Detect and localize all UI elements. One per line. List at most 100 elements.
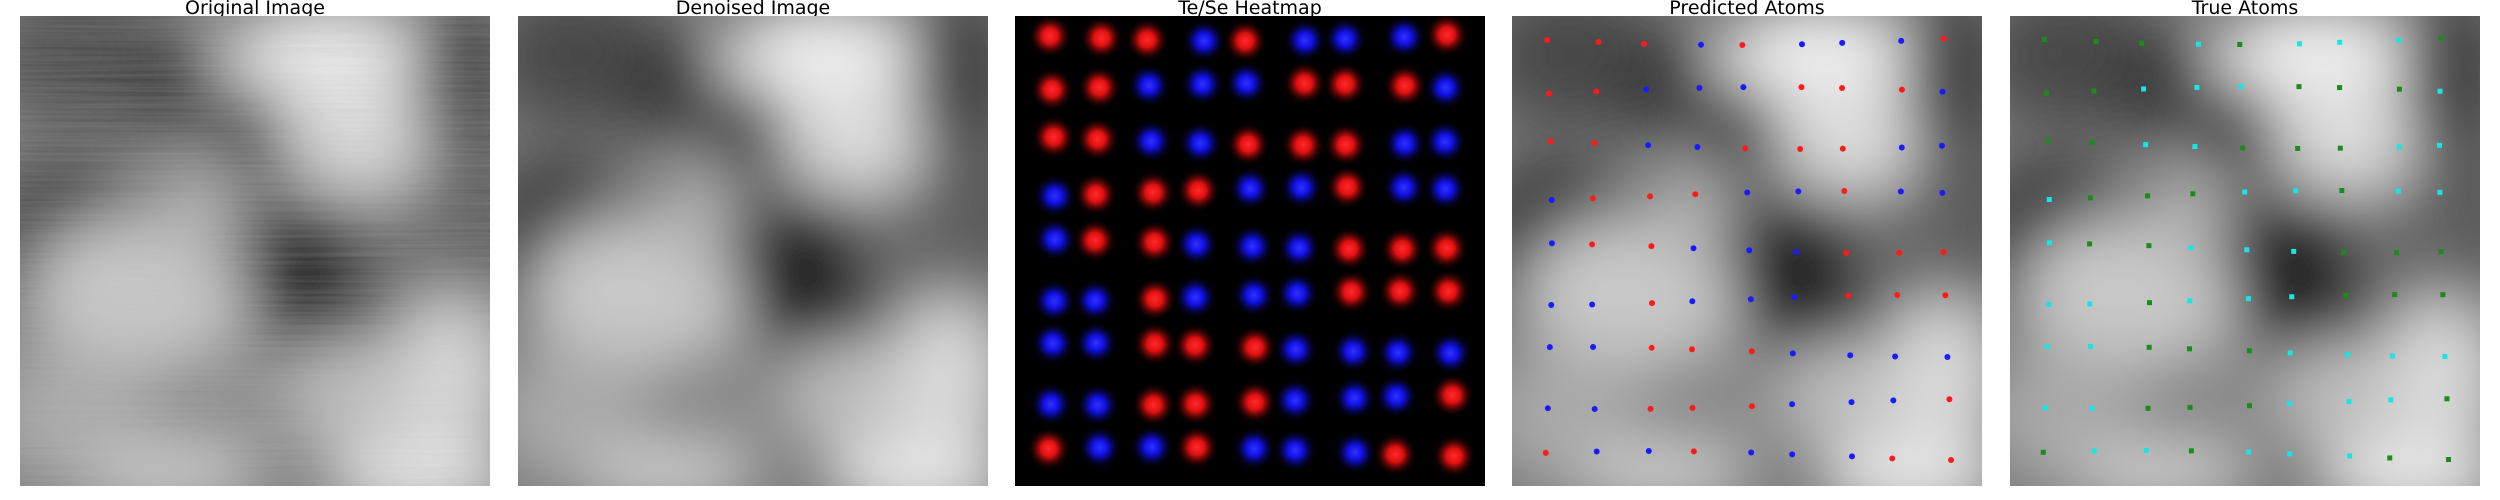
- se-heat-spot: [1376, 330, 1421, 375]
- predicted-se-atom: [1848, 399, 1855, 406]
- true-se-atom: [2091, 448, 2097, 454]
- predicted-se-atom: [1798, 41, 1805, 48]
- true-te-atom: [2188, 448, 2194, 454]
- true-te-atom: [2394, 249, 2400, 255]
- predicted-te-atom: [1595, 39, 1602, 46]
- predicted-se-atom: [1548, 240, 1555, 247]
- original-image: [20, 16, 490, 486]
- true-se-atom: [2192, 144, 2198, 150]
- te-heat-spot: [1174, 425, 1219, 470]
- se-heat-spot: [1224, 61, 1269, 106]
- predicted-se-atom: [1546, 344, 1553, 351]
- panel-true: True Atoms: [2010, 0, 2480, 500]
- predicted-te-atom: [1889, 455, 1896, 462]
- predicted-te-atom: [1942, 292, 1949, 299]
- true-te-atom: [2387, 455, 2393, 461]
- predicted-se-atom: [1643, 86, 1650, 93]
- panel-title: Denoised Image: [675, 0, 831, 16]
- te-heat-spot: [1028, 16, 1072, 58]
- predicted-te-atom: [1690, 448, 1697, 455]
- true-te-atom: [2246, 403, 2252, 409]
- te-heat-spot: [1073, 218, 1118, 263]
- te-heat-spot: [1030, 67, 1075, 112]
- se-heat-spot: [1273, 428, 1318, 473]
- true-te-atom: [2045, 138, 2051, 144]
- te-heat-spot: [1323, 62, 1368, 107]
- predicted-te-atom: [1689, 346, 1696, 353]
- predicted-te-atom: [1648, 344, 1655, 351]
- predicted-se-atom: [1795, 188, 1802, 195]
- true-te-atom: [2089, 140, 2095, 146]
- te-heat-spot: [1132, 277, 1177, 322]
- true-se-atom: [2395, 188, 2401, 194]
- true-te-atom: [2040, 449, 2046, 455]
- predicted-te-atom: [1547, 138, 1554, 145]
- se-heat-spot: [1030, 321, 1075, 366]
- predicted-te-atom: [1748, 403, 1755, 410]
- true-te-atom: [2145, 193, 2151, 199]
- se-heat-spot: [1173, 275, 1218, 320]
- predicted-se-atom: [1939, 88, 1946, 95]
- predicted-se-atom: [1593, 448, 1600, 455]
- te-heat-spot: [1075, 117, 1120, 162]
- original-image-canvas: [20, 16, 490, 486]
- se-heat-spot: [1277, 225, 1322, 270]
- predicted-te-atom: [1839, 85, 1846, 92]
- se-heat-spot: [1077, 425, 1122, 470]
- true-te-atom: [2042, 37, 2047, 42]
- true-se-atom: [2287, 350, 2293, 356]
- predicted-se-atom: [1591, 405, 1598, 412]
- panel-title: Original Image: [185, 0, 325, 16]
- te-heat-spot: [1132, 220, 1177, 265]
- predicted-te-atom: [1542, 449, 1549, 456]
- se-heat-spot: [1428, 330, 1473, 375]
- true-se-atom: [2293, 188, 2299, 194]
- true-te-atom: [2337, 85, 2343, 91]
- panel-title: Predicted Atoms: [1669, 0, 1825, 16]
- true-te-atom: [2146, 243, 2152, 249]
- predicted-te-atom: [1739, 41, 1746, 48]
- te-heat-spot: [1426, 269, 1471, 314]
- predicted-se-atom: [1890, 397, 1897, 404]
- true-te-atom: [2139, 40, 2145, 46]
- true-se-atom: [2396, 37, 2402, 43]
- predicted-se-atom: [1689, 298, 1696, 305]
- se-heat-spot: [1374, 374, 1419, 419]
- se-heat-spot: [1180, 61, 1225, 106]
- panel-predicted: Predicted Atoms: [1512, 0, 1982, 500]
- se-heat-spot: [1423, 166, 1468, 211]
- se-heat-spot: [1232, 426, 1277, 471]
- predicted-se-atom: [1544, 405, 1551, 412]
- predicted-te-atom: [1894, 292, 1901, 299]
- true-se-atom: [2437, 189, 2443, 195]
- true-te-atom: [2440, 292, 2446, 298]
- te-heat-spot: [1378, 269, 1423, 314]
- predicted-se-atom: [1898, 37, 1905, 44]
- panel-heatmap: Te/Se Heatmap: [1015, 0, 1485, 500]
- predicted-te-atom: [1839, 145, 1846, 152]
- se-heat-spot: [1282, 18, 1327, 63]
- true-atoms-canvas: [2010, 16, 2480, 486]
- predicted-se-atom: [1744, 189, 1751, 196]
- true-se-atom: [2141, 86, 2147, 92]
- true-se-atom: [2437, 88, 2443, 94]
- true-se-atom: [2242, 189, 2248, 195]
- te-heat-spot: [1382, 63, 1427, 108]
- predicted-se-atom: [1645, 448, 1652, 455]
- true-se-atom: [2046, 301, 2052, 307]
- te-heat-spot: [1176, 168, 1221, 213]
- true-te-atom: [2444, 396, 2450, 402]
- true-se-atom: [2346, 399, 2352, 405]
- true-se-atom: [2291, 248, 2297, 254]
- predicted-se-atom: [1696, 84, 1703, 91]
- true-se-atom: [2194, 84, 2200, 90]
- se-heat-spot: [1032, 217, 1077, 262]
- true-se-atom: [2287, 451, 2293, 457]
- predicted-te-atom: [1841, 188, 1848, 195]
- true-te-atom: [2187, 404, 2193, 410]
- se-heat-spot: [1129, 119, 1174, 164]
- true-se-atom: [2345, 352, 2351, 358]
- true-se-atom: [2089, 405, 2095, 411]
- true-se-atom: [2195, 41, 2201, 47]
- predicted-se-atom: [1789, 451, 1796, 458]
